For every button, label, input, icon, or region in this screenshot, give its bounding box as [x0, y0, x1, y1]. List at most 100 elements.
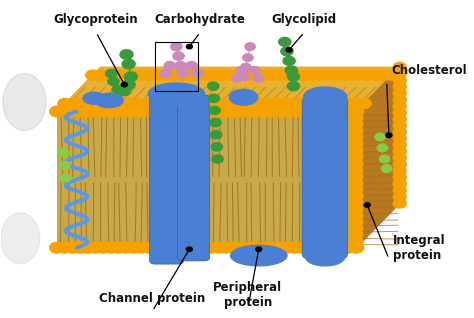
Circle shape	[393, 166, 406, 176]
Circle shape	[272, 242, 287, 253]
Circle shape	[312, 70, 326, 80]
Circle shape	[96, 242, 110, 253]
Circle shape	[288, 106, 302, 117]
Circle shape	[177, 69, 189, 78]
Circle shape	[379, 155, 390, 163]
Circle shape	[296, 70, 310, 80]
Circle shape	[88, 106, 103, 117]
Circle shape	[341, 106, 356, 117]
Circle shape	[255, 70, 269, 80]
Circle shape	[212, 155, 223, 163]
Circle shape	[337, 70, 350, 80]
Circle shape	[188, 106, 202, 117]
Circle shape	[149, 242, 164, 253]
Circle shape	[325, 99, 339, 108]
Circle shape	[309, 99, 323, 108]
Circle shape	[318, 242, 333, 253]
Circle shape	[173, 106, 187, 117]
Circle shape	[286, 48, 292, 52]
Circle shape	[350, 159, 363, 168]
Circle shape	[160, 69, 171, 78]
Circle shape	[310, 106, 325, 117]
Circle shape	[157, 242, 172, 253]
Circle shape	[228, 99, 242, 108]
Circle shape	[119, 242, 134, 253]
Circle shape	[350, 230, 363, 239]
Circle shape	[317, 99, 331, 108]
FancyBboxPatch shape	[57, 112, 356, 248]
Circle shape	[393, 173, 406, 182]
Circle shape	[393, 192, 406, 202]
Circle shape	[292, 99, 306, 108]
Ellipse shape	[306, 248, 345, 266]
Circle shape	[58, 149, 69, 156]
Circle shape	[377, 144, 388, 152]
Circle shape	[386, 133, 392, 137]
Circle shape	[264, 70, 277, 80]
Circle shape	[320, 70, 334, 80]
Circle shape	[236, 99, 250, 108]
Circle shape	[393, 147, 406, 156]
Circle shape	[108, 77, 119, 86]
Circle shape	[280, 70, 294, 80]
Circle shape	[96, 106, 110, 117]
Circle shape	[264, 106, 279, 117]
Circle shape	[353, 70, 366, 80]
Circle shape	[350, 165, 363, 175]
Circle shape	[295, 242, 310, 253]
Circle shape	[393, 140, 406, 150]
Circle shape	[215, 70, 229, 80]
Text: Glycoprotein: Glycoprotein	[54, 13, 138, 26]
Circle shape	[257, 242, 272, 253]
Circle shape	[207, 70, 221, 80]
Circle shape	[393, 75, 406, 85]
Circle shape	[171, 99, 185, 108]
Circle shape	[111, 106, 126, 117]
Circle shape	[232, 74, 242, 82]
Circle shape	[254, 74, 264, 82]
Circle shape	[186, 45, 192, 49]
Circle shape	[326, 242, 341, 253]
Circle shape	[345, 70, 358, 80]
FancyBboxPatch shape	[302, 97, 347, 259]
Circle shape	[393, 114, 406, 124]
Circle shape	[350, 126, 363, 136]
Circle shape	[58, 99, 72, 108]
Circle shape	[245, 43, 255, 50]
Ellipse shape	[229, 89, 258, 105]
Polygon shape	[57, 67, 400, 112]
Circle shape	[350, 243, 363, 252]
Circle shape	[226, 106, 241, 117]
Circle shape	[350, 184, 363, 194]
Circle shape	[203, 106, 218, 117]
Circle shape	[272, 70, 286, 80]
Circle shape	[211, 106, 226, 117]
Circle shape	[57, 242, 72, 253]
Text: Peripheral
protein: Peripheral protein	[213, 281, 283, 309]
Circle shape	[369, 70, 383, 80]
Circle shape	[219, 106, 233, 117]
Circle shape	[165, 106, 180, 117]
Circle shape	[280, 106, 295, 117]
Circle shape	[150, 70, 164, 80]
Circle shape	[393, 160, 406, 169]
Circle shape	[350, 211, 363, 220]
Polygon shape	[356, 67, 400, 248]
Circle shape	[164, 61, 175, 70]
Circle shape	[357, 99, 371, 108]
Circle shape	[236, 66, 246, 74]
Circle shape	[268, 99, 282, 108]
Circle shape	[223, 70, 237, 80]
Circle shape	[257, 106, 272, 117]
Circle shape	[187, 99, 201, 108]
Circle shape	[288, 70, 302, 80]
Circle shape	[82, 99, 96, 108]
Circle shape	[166, 70, 181, 80]
Circle shape	[199, 70, 213, 80]
Circle shape	[106, 69, 117, 78]
Circle shape	[115, 99, 128, 108]
Circle shape	[60, 162, 70, 169]
Circle shape	[364, 203, 370, 207]
Circle shape	[65, 106, 80, 117]
Circle shape	[393, 69, 406, 79]
